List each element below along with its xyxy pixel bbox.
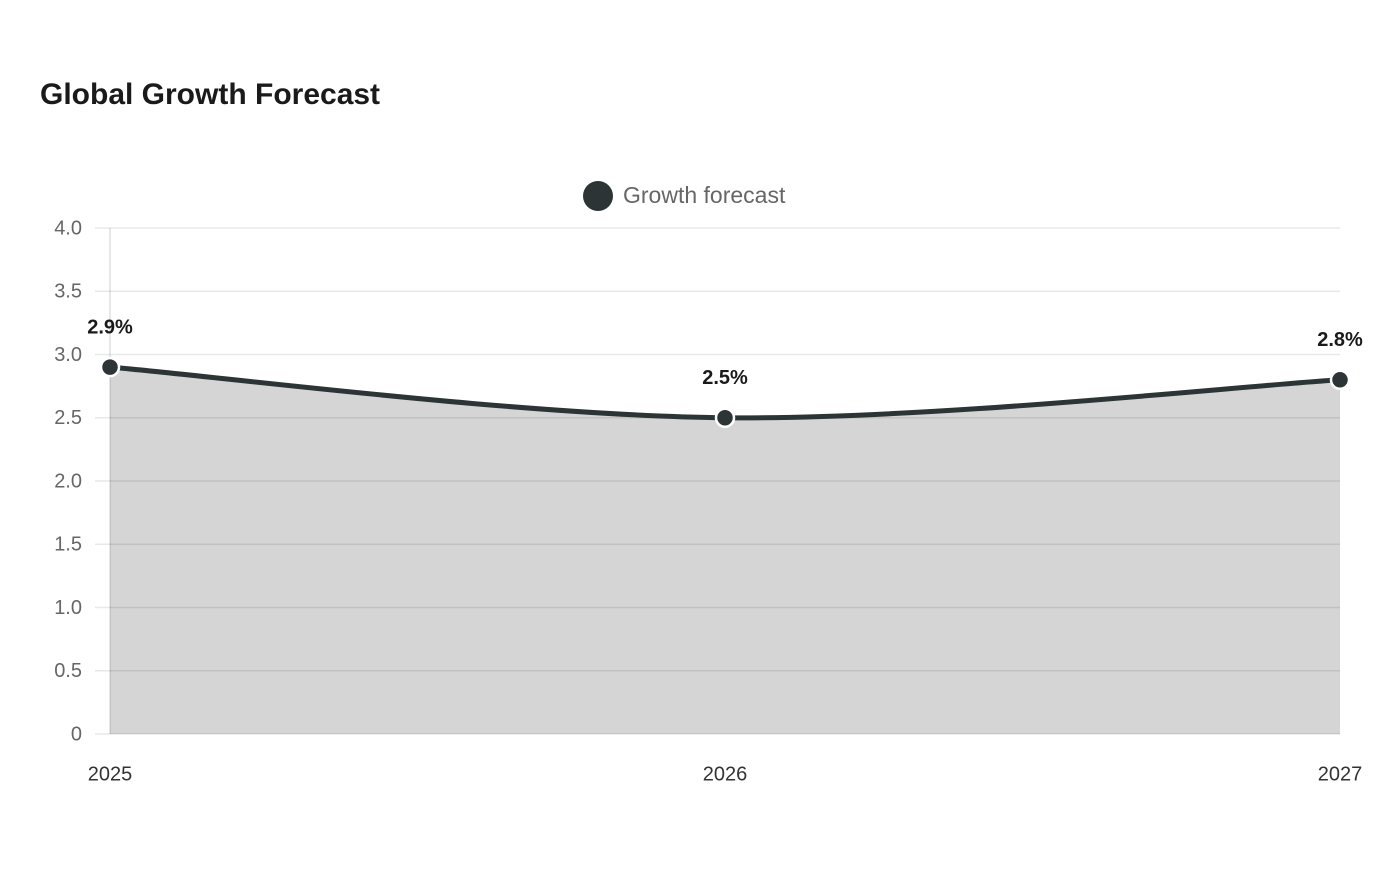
y-tick-label: 4.0 <box>54 217 82 239</box>
x-tick-label: 2027 <box>1318 763 1363 785</box>
y-tick-label: 2.0 <box>54 470 82 492</box>
y-tick-label: 0 <box>71 723 82 745</box>
y-tick-label: 1.5 <box>54 534 82 556</box>
point <box>99 356 121 378</box>
data-label: 2.8% <box>1317 329 1363 351</box>
legend-label: Growth forecast <box>623 182 786 208</box>
data-label: 2.9% <box>87 316 133 338</box>
x-tick-label: 2026 <box>703 763 748 785</box>
chart-title: Global Growth Forecast <box>40 78 380 111</box>
y-tick-label: 1.0 <box>54 597 82 619</box>
area-fill <box>110 367 1340 734</box>
data-label: 2.5% <box>702 367 748 389</box>
y-tick-label: 0.5 <box>54 660 82 682</box>
y-tick-label: 3.0 <box>54 344 82 366</box>
y-tick-label: 3.5 <box>54 281 82 303</box>
x-tick-label: 2025 <box>88 763 133 785</box>
point <box>714 407 736 428</box>
y-tick-label: 2.5 <box>54 407 82 429</box>
legend-marker <box>583 181 613 211</box>
point <box>1329 369 1351 391</box>
